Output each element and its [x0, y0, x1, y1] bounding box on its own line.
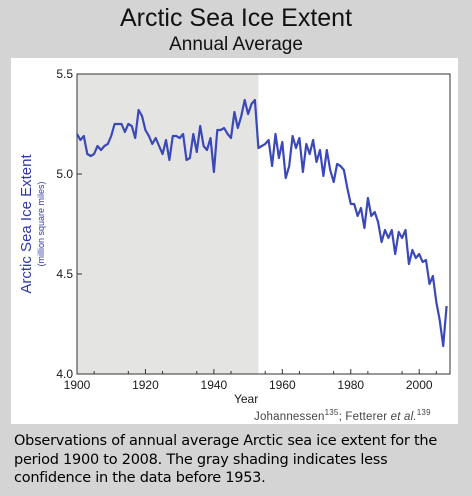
x-tick-label: 1960	[269, 378, 296, 392]
figure-caption: Observations of annual average Arctic se…	[14, 433, 438, 486]
chart-panel: 4.0 4.5 5.0 5.5 1900 1920 1940 1960 1980 2000 Year…	[11, 58, 458, 424]
y-tick-label: 5.5	[56, 67, 73, 81]
y-axis-label: Arctic Sea Ice Extent	[18, 154, 35, 294]
x-tick-label: 1920	[132, 378, 159, 392]
source-author-2: Fetterer	[345, 411, 391, 423]
data-source-attribution: Johannessen135; Fetterer et al.139	[254, 408, 431, 423]
source-ref-2: 139	[416, 408, 431, 417]
x-tick-label: 1980	[337, 378, 364, 392]
low-confidence-shading	[77, 74, 259, 374]
sea-ice-extent-line	[76, 98, 448, 348]
x-tick-label: 2000	[406, 378, 433, 392]
x-tick-label: 1940	[201, 378, 228, 392]
x-tick-label: 1900	[64, 378, 91, 392]
source-ref-1: 135	[324, 408, 339, 417]
y-axis-units: (million square miles)	[36, 181, 46, 266]
y-tick-label: 4.5	[56, 267, 73, 281]
source-author-1: Johannessen	[254, 411, 325, 423]
x-axis-label: Year	[234, 392, 258, 406]
chart-title: Arctic Sea Ice Extent	[119, 4, 353, 32]
sea-ice-chart: 4.0 4.5 5.0 5.5 1900 1920 1940 1960 1980 2000 Year…	[18, 67, 451, 406]
y-tick-label: 5.0	[56, 167, 73, 181]
source-separator: ;	[338, 411, 346, 423]
chart-subtitle: Annual Average	[169, 34, 303, 55]
plot-frame	[76, 73, 451, 375]
source-etal: et al.	[390, 411, 417, 423]
y-tick-label: 4.0	[56, 367, 73, 381]
